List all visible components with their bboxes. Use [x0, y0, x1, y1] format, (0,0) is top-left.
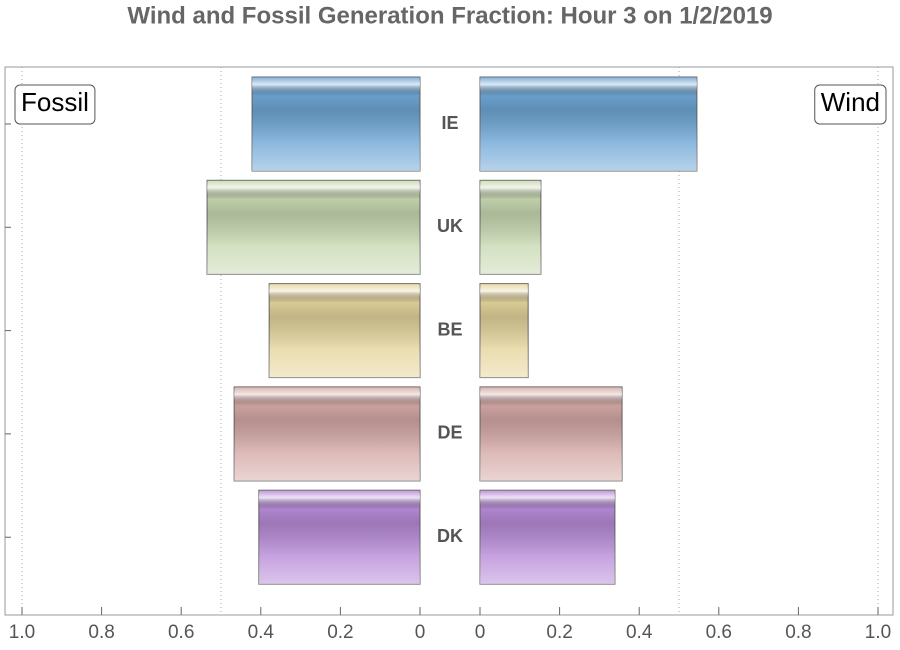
category-label: DK [437, 526, 463, 546]
x-tick-label: 0 [475, 622, 486, 643]
legend-box [814, 84, 887, 125]
category-label: IE [441, 113, 458, 133]
plot-frame [4, 66, 894, 616]
bar-shine [207, 180, 420, 275]
legend-label: Fossil [21, 87, 89, 117]
bar-shine [480, 386, 623, 481]
x-tick-label: 0 [415, 622, 426, 643]
x-tick-label: 0.4 [626, 622, 653, 643]
x-tick-label: 0.2 [327, 622, 353, 643]
category-label: DE [437, 423, 462, 443]
x-tick-label: 0.8 [785, 622, 811, 643]
legend-label: Wind [821, 87, 880, 117]
x-tick-label: 0.6 [168, 622, 194, 643]
x-tick-label: 0.2 [546, 622, 572, 643]
bar-shine [234, 386, 420, 481]
bar-shine [480, 180, 541, 275]
bar-shine [252, 77, 420, 171]
bar-shine [258, 490, 420, 585]
bar-shine [480, 77, 697, 171]
legend-box [14, 84, 96, 125]
chart-title: Wind and Fossil Generation Fraction: Hou… [127, 2, 772, 29]
category-label: BE [437, 319, 462, 339]
x-tick-label: 1.0 [9, 622, 35, 643]
x-tick-label: 0.4 [248, 622, 275, 643]
x-tick-label: 0.6 [706, 622, 732, 643]
x-tick-label: 1.0 [865, 622, 891, 643]
x-tick-label: 0.8 [88, 622, 114, 643]
bar-shine [269, 283, 420, 378]
category-label: UK [437, 216, 463, 236]
bar-shine [480, 490, 615, 585]
bar-shine [480, 283, 529, 378]
